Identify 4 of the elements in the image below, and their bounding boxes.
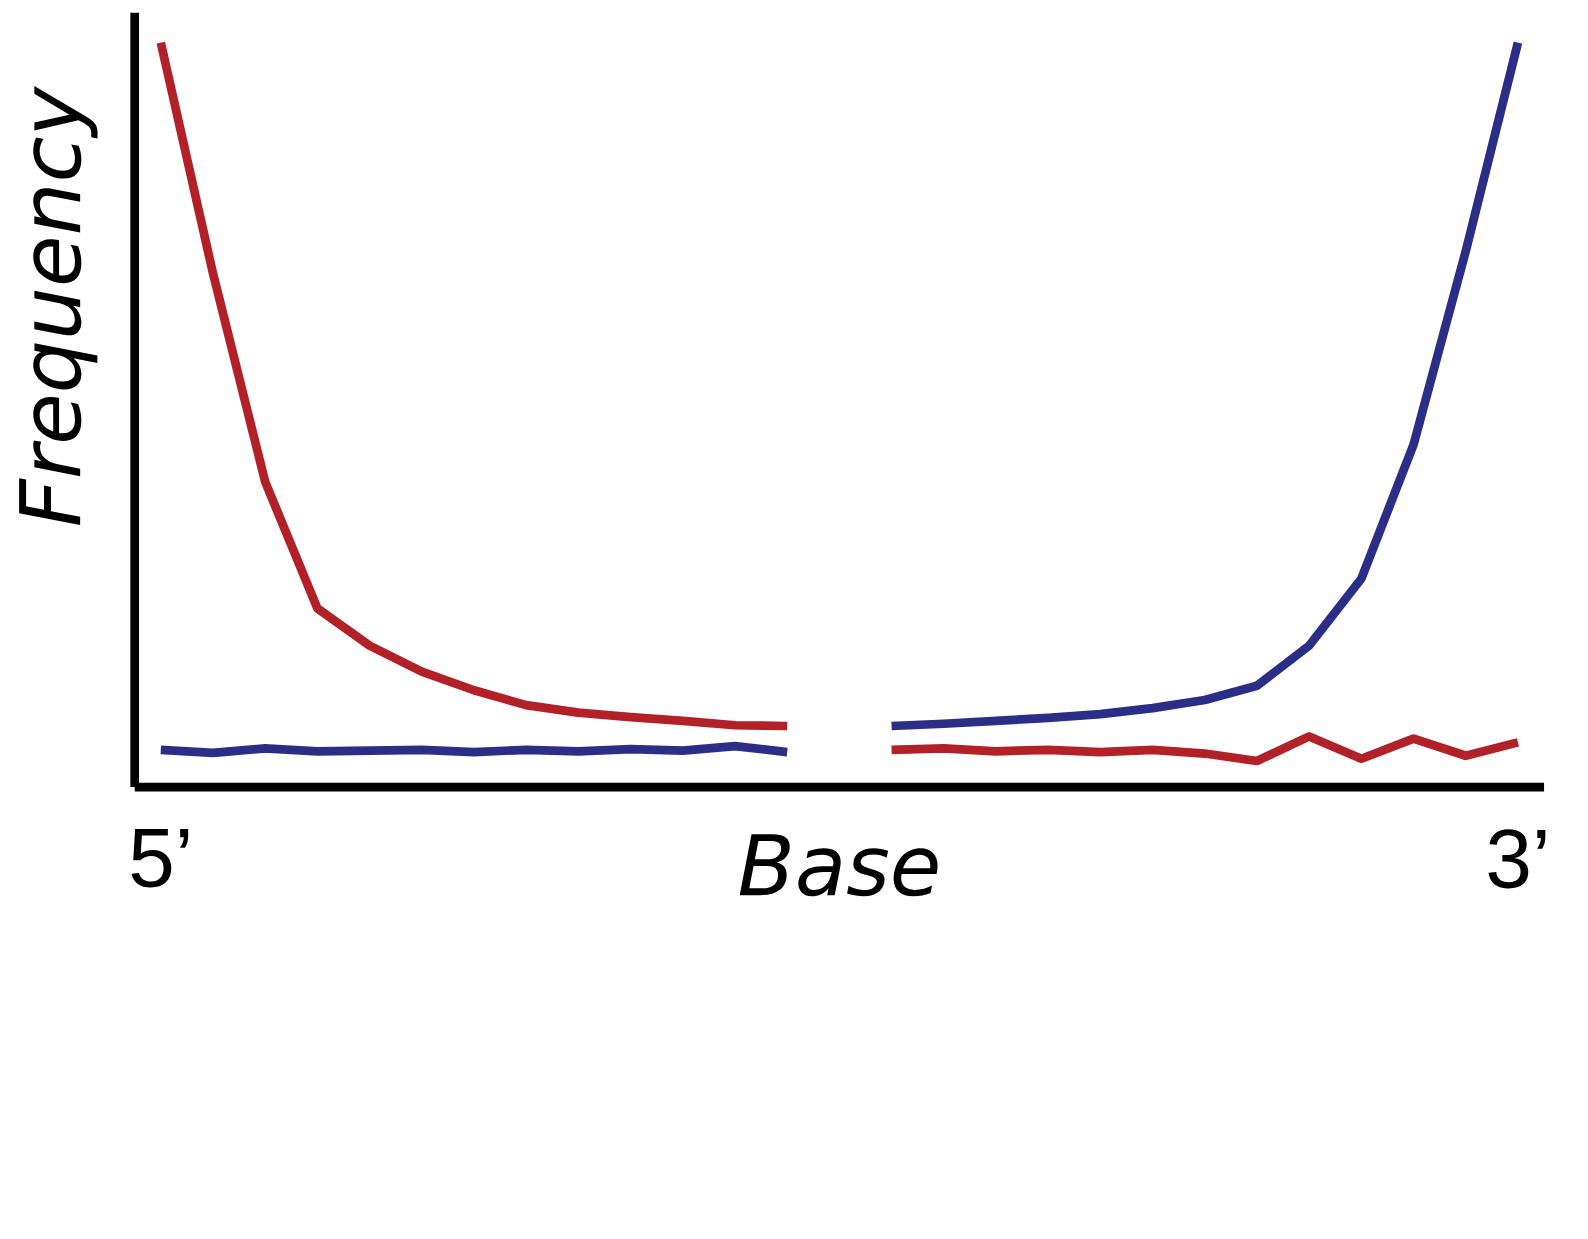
x-tick-label: 5’ xyxy=(131,829,189,888)
x-axis-title: Base xyxy=(739,834,938,897)
y-axis-title: Frequency xyxy=(19,86,98,526)
x-tick-label: 3’ xyxy=(1488,829,1546,889)
